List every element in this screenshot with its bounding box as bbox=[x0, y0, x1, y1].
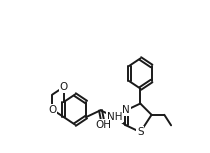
Text: S: S bbox=[137, 127, 144, 137]
Text: OH: OH bbox=[96, 120, 112, 130]
Text: NH: NH bbox=[107, 112, 122, 122]
Text: N: N bbox=[122, 105, 130, 115]
Text: O: O bbox=[48, 104, 56, 115]
Text: O: O bbox=[60, 82, 68, 92]
